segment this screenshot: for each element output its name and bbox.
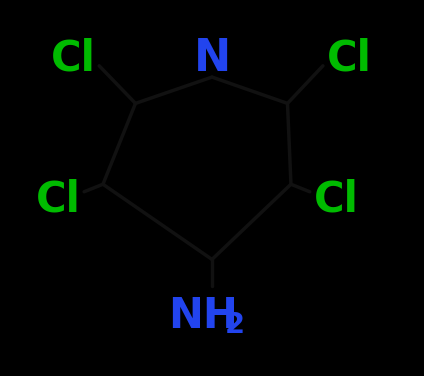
- Text: Cl: Cl: [35, 178, 80, 220]
- Text: Cl: Cl: [327, 37, 372, 79]
- Text: 2: 2: [225, 311, 245, 339]
- Text: Cl: Cl: [314, 178, 359, 220]
- Text: NH: NH: [167, 295, 237, 337]
- Text: N: N: [193, 37, 231, 80]
- Text: Cl: Cl: [50, 37, 95, 79]
